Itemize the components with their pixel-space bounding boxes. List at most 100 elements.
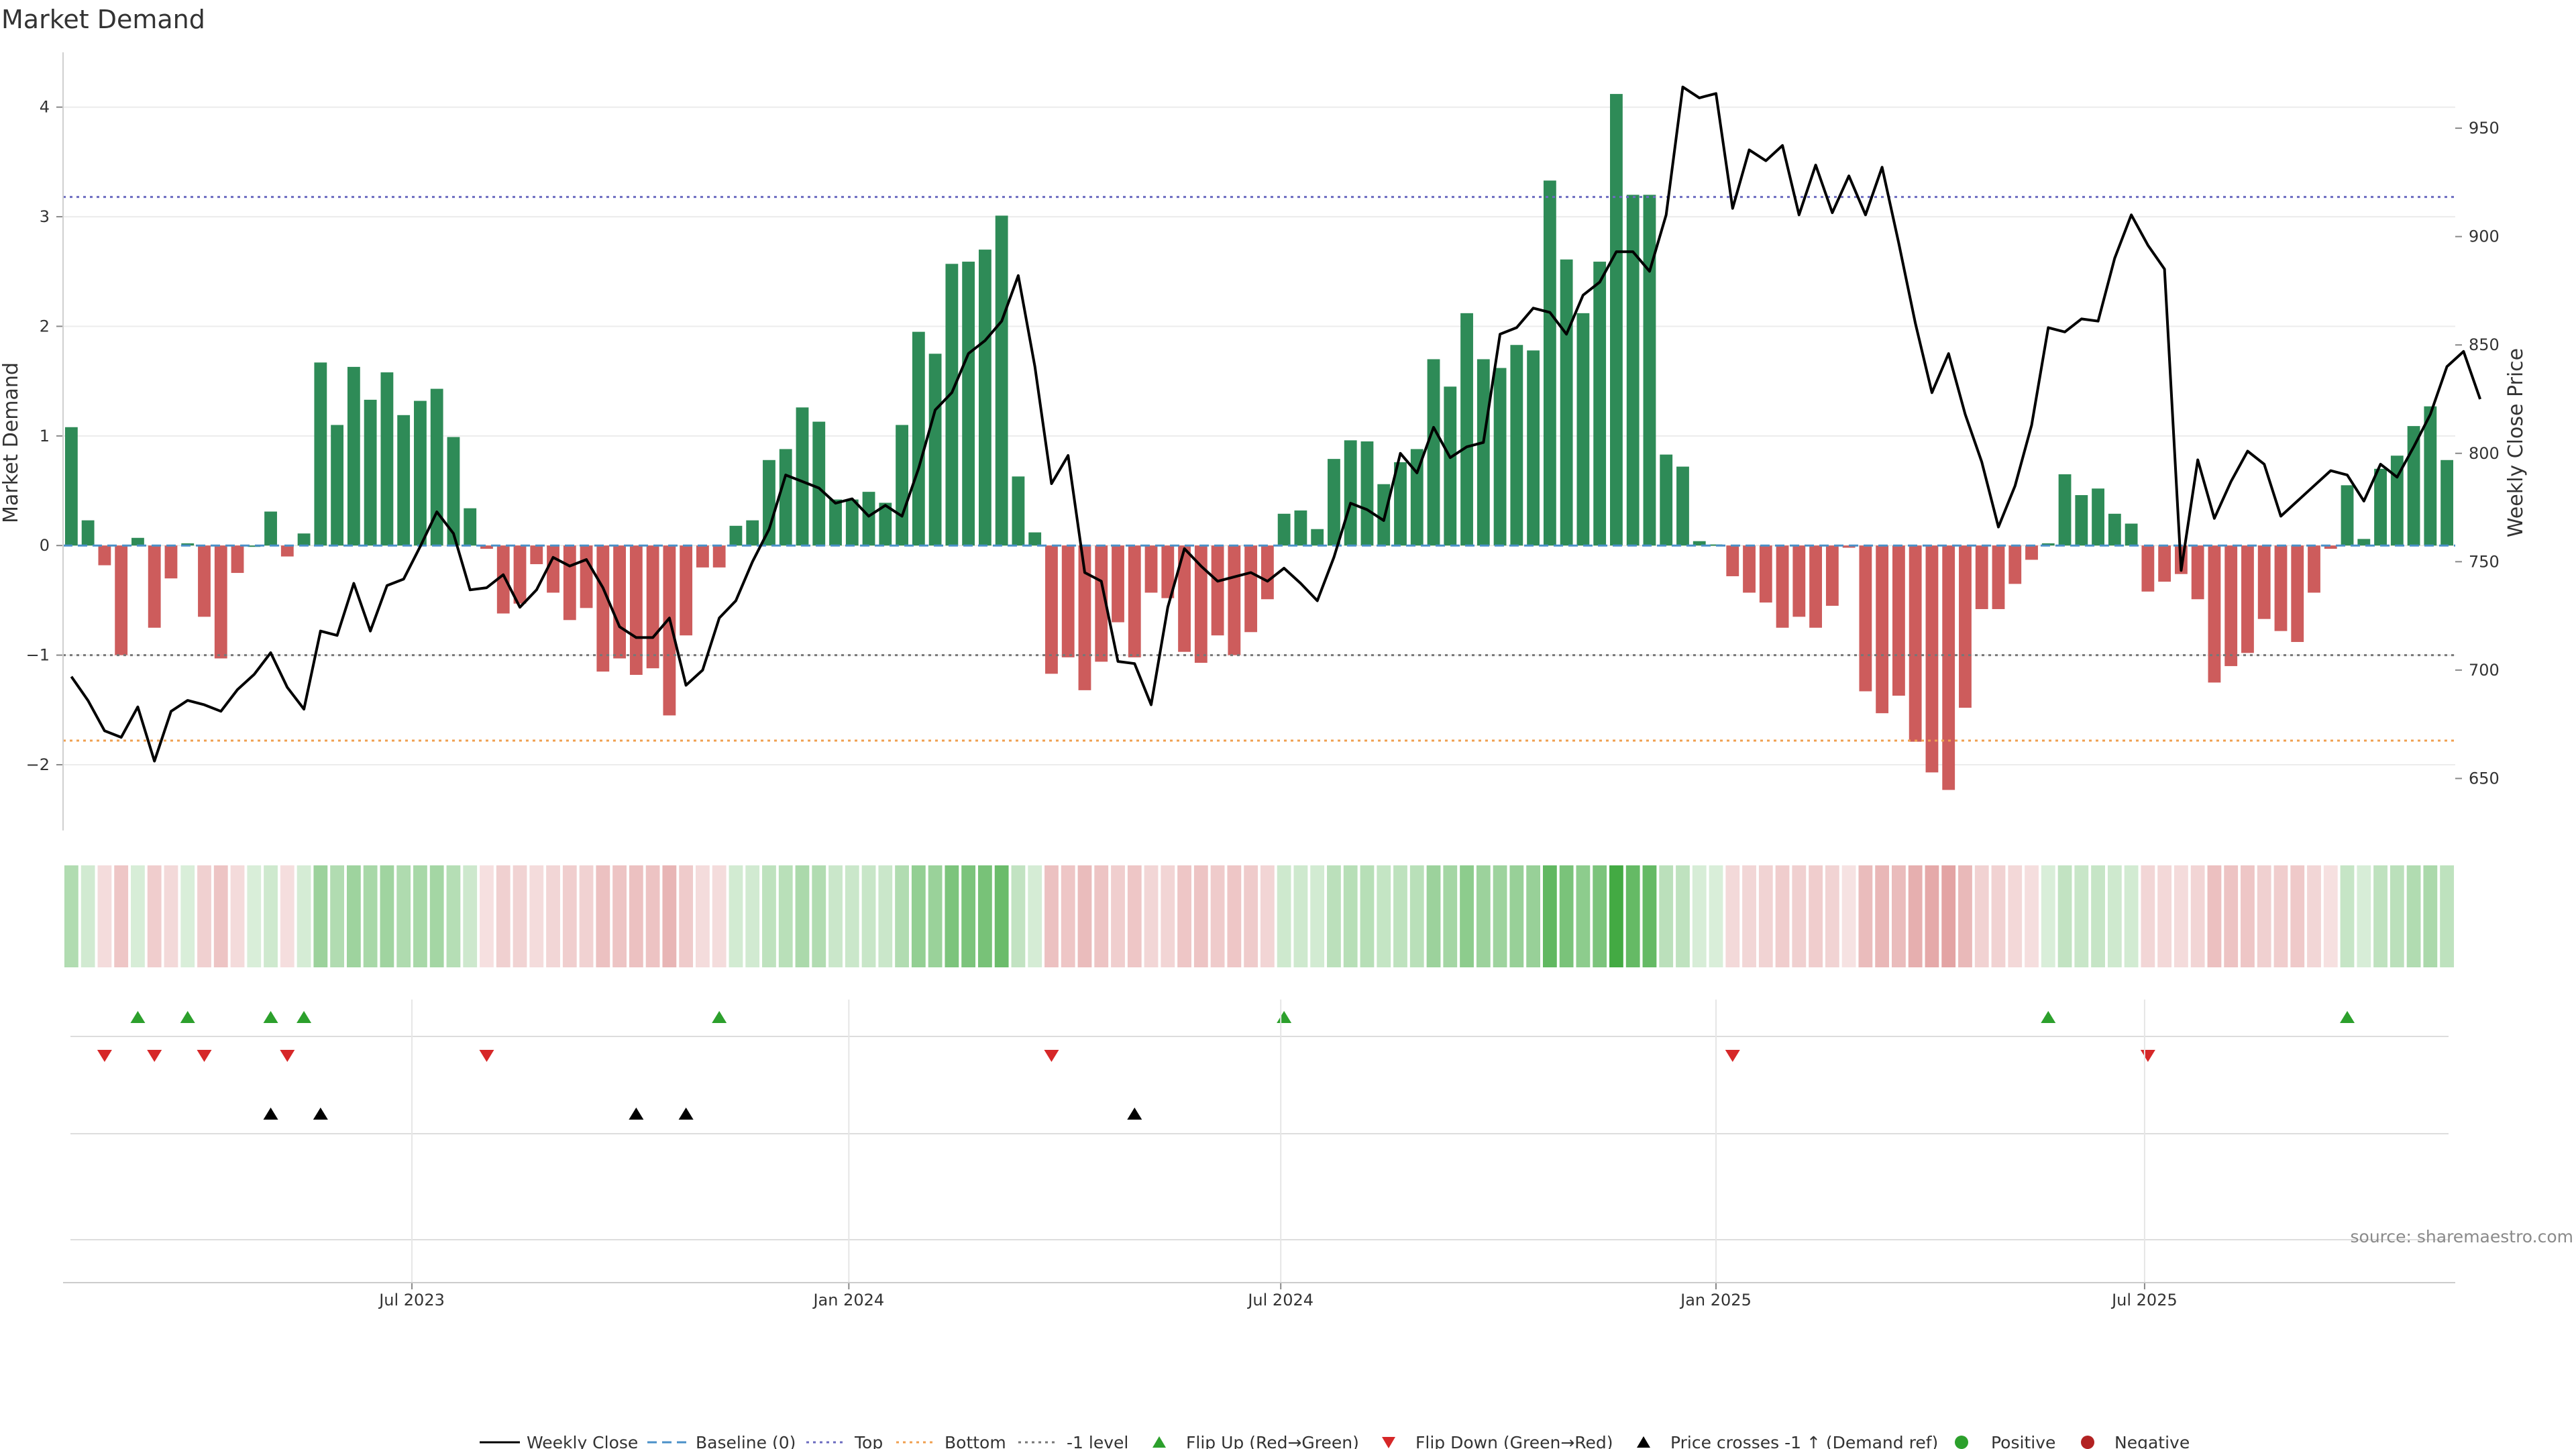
heat-cell bbox=[1609, 865, 1623, 967]
demand-bar bbox=[2274, 545, 2288, 631]
demand-bar bbox=[513, 545, 527, 604]
heat-cell bbox=[280, 865, 294, 967]
demand-bar bbox=[945, 264, 959, 546]
demand-bar bbox=[1277, 513, 1291, 546]
heat-cell bbox=[2124, 865, 2139, 967]
heat-cell bbox=[346, 865, 361, 967]
y-tick-label: 1 bbox=[40, 427, 50, 445]
legend-flip-down-swatch bbox=[1382, 1437, 1395, 1448]
demand-bar bbox=[1078, 545, 1091, 690]
demand-bar bbox=[2158, 545, 2171, 582]
heat-cell bbox=[480, 865, 494, 967]
heat-cell bbox=[1277, 865, 1291, 967]
x-ticks: Jul 2023 Jan 2024 Jul 2024 Jan 2025 Jul 2025 bbox=[63, 1000, 2455, 1309]
heat-cell bbox=[213, 865, 228, 967]
demand-bar bbox=[1045, 545, 1058, 674]
heat-cell bbox=[629, 865, 643, 967]
heat-cell bbox=[2390, 865, 2404, 967]
heat-cell bbox=[1925, 865, 1939, 967]
demand-bar bbox=[879, 502, 892, 546]
demand-bar bbox=[1178, 545, 1191, 652]
heat-cell bbox=[1260, 865, 1275, 967]
flip-up-marker bbox=[2041, 1011, 2056, 1023]
demand-bar bbox=[746, 520, 759, 546]
y2-tick-label: 900 bbox=[2469, 227, 2500, 246]
heat-cell bbox=[1127, 865, 1142, 967]
demand-bar bbox=[1012, 476, 1025, 546]
heat-cell bbox=[795, 865, 810, 967]
heat-cell bbox=[1593, 865, 1607, 967]
demand-bar bbox=[181, 543, 195, 546]
price-cross-marker bbox=[678, 1108, 694, 1120]
heat-cell bbox=[363, 865, 378, 967]
demand-bar bbox=[1543, 180, 1556, 546]
heat-cell bbox=[2025, 865, 2039, 967]
y-tick-label: −2 bbox=[26, 755, 50, 774]
legend-weekly-close: Weekly Close bbox=[527, 1433, 638, 1449]
demand-bar bbox=[248, 545, 261, 547]
price-cross-marker bbox=[629, 1108, 644, 1120]
demand-bar bbox=[81, 520, 95, 546]
demand-bars bbox=[64, 94, 2454, 790]
heat-cell bbox=[994, 865, 1009, 967]
heat-cell bbox=[1559, 865, 1574, 967]
heat-cell bbox=[977, 865, 992, 967]
heat-cell bbox=[1476, 865, 1491, 967]
flip-down-marker bbox=[280, 1050, 295, 1062]
heat-cell bbox=[2008, 865, 2023, 967]
heat-cell bbox=[2257, 865, 2271, 967]
demand-bar bbox=[496, 545, 510, 614]
legend-flip-up-swatch bbox=[1152, 1436, 1166, 1448]
heat-cell bbox=[828, 865, 843, 967]
demand-bar bbox=[1676, 466, 1689, 546]
demand-bar bbox=[1344, 440, 1357, 546]
signal-rows bbox=[70, 1011, 2449, 1240]
heat-cell bbox=[911, 865, 926, 967]
demand-bar bbox=[1825, 545, 1839, 606]
legend-negative: Negative bbox=[2114, 1433, 2190, 1449]
flip-up-marker bbox=[263, 1011, 278, 1023]
demand-bar bbox=[1693, 541, 1706, 546]
heat-cell bbox=[2323, 865, 2338, 967]
heat-cell bbox=[1343, 865, 1358, 967]
demand-bar bbox=[280, 545, 294, 557]
demand-bar bbox=[696, 545, 709, 568]
demand-bar bbox=[2440, 460, 2454, 546]
heat-cell bbox=[1792, 865, 1807, 967]
heat-cell bbox=[1758, 865, 1773, 967]
demand-bar bbox=[1377, 484, 1391, 546]
demand-bar bbox=[1211, 545, 1224, 636]
heat-cell bbox=[64, 865, 78, 967]
y-tick-label: 2 bbox=[40, 317, 50, 335]
demand-bar bbox=[2407, 426, 2420, 546]
demand-bar bbox=[2308, 545, 2320, 593]
heat-cell bbox=[1676, 865, 1690, 967]
legend: Weekly Close Baseline (0) Top Bottom -1 … bbox=[480, 1433, 2190, 1449]
heat-cell bbox=[180, 865, 195, 967]
price-cross-marker bbox=[263, 1108, 278, 1120]
legend-minus-one: -1 level bbox=[1067, 1433, 1128, 1449]
demand-bar bbox=[480, 545, 493, 549]
demand-bar bbox=[2341, 485, 2354, 546]
demand-bar bbox=[845, 499, 859, 546]
demand-bar bbox=[2075, 495, 2088, 546]
demand-bar bbox=[2257, 545, 2271, 619]
demand-bar bbox=[347, 366, 360, 546]
demand-bar bbox=[2025, 545, 2038, 560]
demand-bar bbox=[1809, 545, 1823, 628]
demand-bar bbox=[447, 437, 460, 546]
heat-cell bbox=[562, 865, 577, 967]
heat-cell bbox=[1509, 865, 1524, 967]
heat-cell bbox=[1958, 865, 1972, 967]
demand-bar bbox=[364, 399, 377, 546]
demand-bar bbox=[1460, 313, 1473, 546]
demand-bar bbox=[1328, 459, 1340, 546]
heat-cell bbox=[513, 865, 527, 967]
demand-bar bbox=[1444, 386, 1457, 546]
demand-bar bbox=[1294, 510, 1307, 546]
x-tick-label: Jul 2023 bbox=[378, 1291, 445, 1309]
y-tick-label: −1 bbox=[26, 646, 50, 665]
demand-bar bbox=[1194, 545, 1208, 663]
demand-bar bbox=[231, 545, 244, 574]
